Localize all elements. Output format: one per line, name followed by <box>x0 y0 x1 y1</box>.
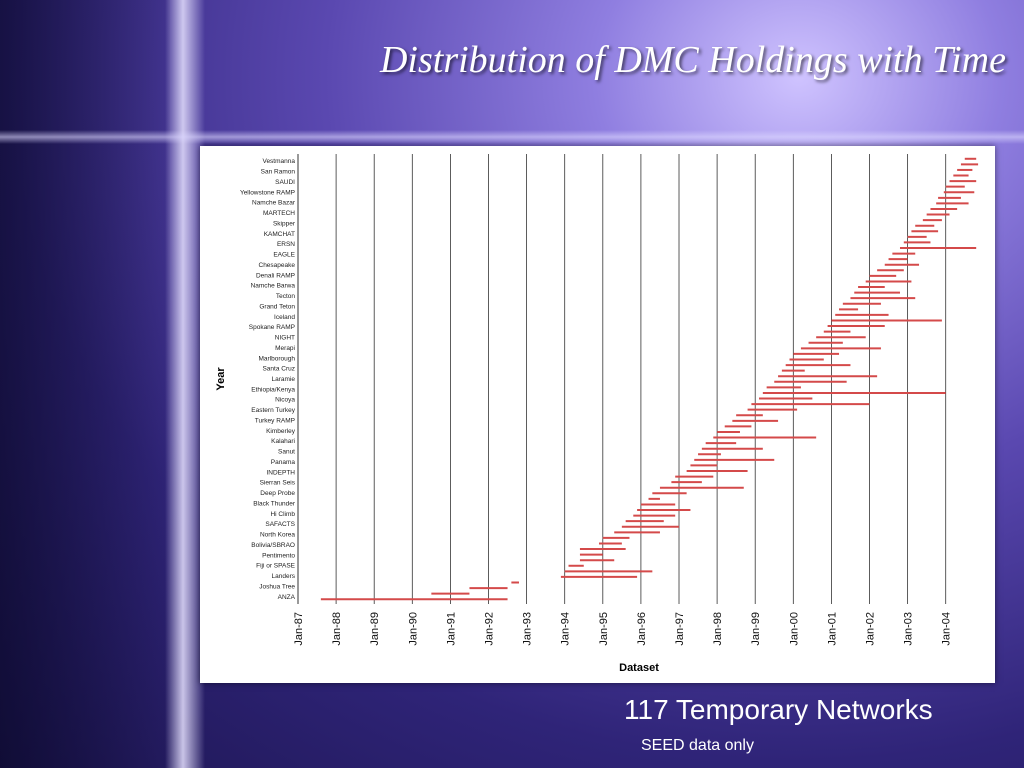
x-tick-label: Jan-00 <box>788 612 800 646</box>
y-tick-label: Joshua Tree <box>259 583 295 590</box>
y-tick-label: ERSN <box>277 241 295 248</box>
left-shade <box>0 0 170 768</box>
x-tick-label: Jan-93 <box>522 612 534 646</box>
light-beam-vertical <box>165 0 205 768</box>
y-tick-label: Tecton <box>276 293 296 300</box>
caption-text: 117 Temporary Networks <box>624 694 933 725</box>
x-tick-label: Jan-03 <box>903 612 915 646</box>
y-tick-label: Skipper <box>273 220 296 227</box>
x-tick-label: Jan-91 <box>445 612 457 646</box>
y-tick-label: Kimberley <box>266 428 296 435</box>
y-tick-label: Nicoya <box>275 397 295 404</box>
y-tick-label: Eastern Turkey <box>251 407 295 414</box>
grid-lines <box>297 154 947 604</box>
y-tick-label: Ethiopia/Kenya <box>251 386 295 393</box>
x-tick-label: Jan-01 <box>826 612 838 646</box>
y-tick-label: Sierran Seis <box>260 480 296 487</box>
x-tick-label: Jan-89 <box>369 612 381 646</box>
light-beam-horizontal <box>0 130 1024 144</box>
x-tick-label: Jan-99 <box>750 612 762 646</box>
y-tick-label: SAUDI <box>275 179 295 186</box>
slide-title: Distribution of DMC Holdings with Time <box>379 39 1006 81</box>
y-tick-label: EAGLE <box>273 252 295 259</box>
y-tick-label: NIGHT <box>275 335 295 342</box>
y-tick-label: Panama <box>271 459 296 466</box>
y-tick-label: Spokane RAMP <box>249 324 295 331</box>
y-tick-label: INDEPTH <box>266 469 295 476</box>
x-tick-label: Jan-97 <box>674 612 686 646</box>
y-tick-label: Landers <box>272 573 296 580</box>
y-tick-label: Sanut <box>278 449 295 456</box>
y-tick-label: Kalahari <box>271 438 295 445</box>
x-tick-label: Jan-88 <box>331 612 343 646</box>
y-tick-label: Hi Climb <box>270 511 295 518</box>
y-tick-labels: Vestmanna San Ramon SAUDI Yellowstone RAMP N… <box>240 158 296 601</box>
bar-group <box>320 157 979 601</box>
y-axis-label: Year <box>215 367 227 391</box>
x-tick-labels: Jan-87 Jan-88 Jan-89 Jan-90 Jan-91 Jan-92 Jan-… <box>293 612 953 646</box>
x-tick-label: Jan-87 <box>293 612 305 646</box>
y-tick-label: Denali RAMP <box>256 272 295 279</box>
x-tick-label: Jan-92 <box>484 612 496 646</box>
y-tick-label: Black Thunder <box>253 500 296 507</box>
y-tick-label: Namche Bazar <box>252 200 296 207</box>
gantt-chart: Vestmanna San Ramon SAUDI Yellowstone RAMP N… <box>215 154 979 674</box>
y-tick-label: North Korea <box>260 532 295 539</box>
y-tick-label: SAFACTS <box>265 521 295 528</box>
y-tick-label: Marlborough <box>259 355 296 362</box>
y-tick-label: Iceland <box>274 314 295 321</box>
y-tick-label: Turkey RAMP <box>255 417 295 424</box>
y-tick-label: Chesapeake <box>259 262 296 269</box>
y-tick-label: San Ramon <box>261 169 296 176</box>
x-axis-label: Dataset <box>619 662 659 674</box>
y-tick-label: Vestmanna <box>262 158 295 165</box>
x-tick-label: Jan-96 <box>636 612 648 646</box>
chart-panel: Vestmanna San Ramon SAUDI Yellowstone RAMP N… <box>200 146 995 683</box>
y-tick-label: Pentimento <box>262 552 295 559</box>
y-tick-label: ANZA <box>278 594 296 601</box>
y-tick-label: Fiji or SPASE <box>256 563 296 570</box>
x-tick-label: Jan-94 <box>560 612 572 646</box>
y-tick-label: MARTECH <box>263 210 295 217</box>
x-tick-label: Jan-95 <box>598 612 610 646</box>
y-tick-label: Merapi <box>275 345 295 352</box>
x-tick-label: Jan-90 <box>407 612 419 646</box>
y-tick-label: Laramie <box>272 376 296 383</box>
y-tick-label: Bolivia/SBRAO <box>251 542 295 549</box>
x-tick-label: Jan-02 <box>865 612 877 646</box>
y-tick-label: KAMCHAT <box>264 231 295 238</box>
x-tick-label: Jan-98 <box>712 612 724 646</box>
y-tick-label: Deep Probe <box>260 490 295 497</box>
y-tick-label: Yellowstone RAMP <box>240 189 295 196</box>
x-tick-label: Jan-04 <box>941 612 953 646</box>
y-tick-label: Namche Barwa <box>251 283 296 290</box>
y-tick-label: Grand Teton <box>259 303 295 310</box>
y-tick-label: Santa Cruz <box>262 366 295 373</box>
subcaption-text: SEED data only <box>641 737 754 754</box>
